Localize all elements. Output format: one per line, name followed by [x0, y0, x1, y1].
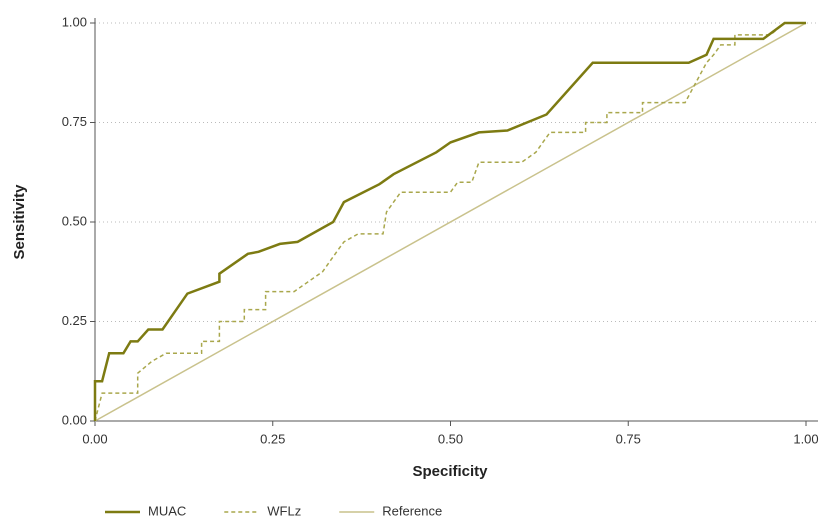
x-tick-label: 0.75	[616, 431, 641, 446]
legend-label: WFLz	[267, 503, 301, 518]
y-tick-label: 0.50	[62, 213, 87, 228]
x-tick-label: 0.25	[260, 431, 285, 446]
x-tick-label: 1.00	[793, 431, 818, 446]
series-line	[94, 22, 807, 422]
y-tick-label: 0.25	[62, 313, 87, 328]
legend-label: Reference	[382, 503, 442, 518]
x-axis-title: Specificity	[412, 463, 488, 480]
y-tick-label: 0.75	[62, 114, 87, 129]
series-line	[93, 21, 806, 421]
x-tick-label: 0.00	[82, 431, 107, 446]
legend-label: MUAC	[148, 503, 186, 518]
x-tick-label: 0.50	[438, 431, 463, 446]
y-axis-title: Sensitivity	[11, 184, 28, 260]
y-tick-label: 0.00	[62, 412, 87, 427]
y-tick-label: 1.00	[62, 14, 87, 29]
series-line	[94, 22, 806, 422]
